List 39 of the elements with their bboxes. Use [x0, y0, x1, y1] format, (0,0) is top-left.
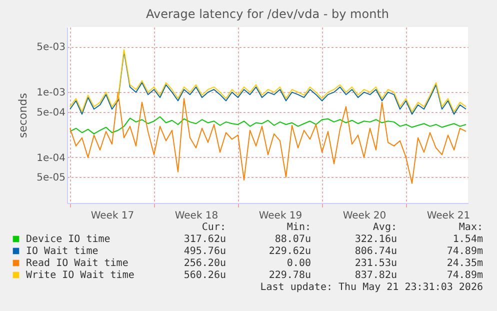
y-axis-title: seconds: [16, 92, 30, 138]
text: Cur:: [202, 222, 226, 233]
y-tick-label: 5e-03: [36, 42, 66, 54]
legend-label: IO Wait time: [26, 246, 98, 257]
line-series: [70, 92, 466, 184]
text: 495.76u: [184, 246, 226, 257]
text: 229.78u: [268, 270, 311, 281]
text: 256.20u: [184, 258, 226, 269]
x-tick-label: Week 17: [90, 210, 134, 222]
line-series: [70, 116, 466, 134]
text: 560.26u: [184, 270, 226, 281]
text: 0.00: [286, 258, 311, 269]
text: 229.62u: [268, 246, 311, 257]
text: 806.74u: [354, 246, 397, 257]
text: 74.89m: [446, 270, 483, 281]
y-tick-label: 1e-03: [36, 88, 66, 99]
y-tick-label: 1e-04: [36, 152, 66, 164]
text: 322.16u: [354, 234, 397, 245]
legend-label: Read IO Wait time: [26, 258, 128, 269]
legend-label: Device IO time: [26, 234, 110, 245]
text: 88.07u: [274, 234, 311, 245]
text: 74.89m: [446, 246, 483, 257]
text: 1.54m: [452, 234, 483, 245]
text: Last update: Thu May 21 23:31:03 2026: [260, 282, 483, 293]
y-tick-label: 5e-04: [36, 107, 66, 118]
text: Max:: [458, 222, 483, 233]
chart-title: Average latency for /dev/vda - by month: [146, 7, 389, 21]
y-tick-label: 5e-05: [36, 172, 66, 184]
x-tick-label: Week 18: [174, 210, 218, 222]
text: 231.53u: [354, 258, 397, 269]
x-tick-label: Week 19: [258, 210, 302, 222]
x-tick-label: Week 21: [426, 210, 470, 222]
x-tick-label: Week 20: [342, 210, 386, 222]
legend-label: Write IO Wait time: [26, 270, 134, 281]
text: 24.35m: [446, 258, 483, 269]
text: Min:: [286, 222, 311, 233]
text: 317.62u: [184, 234, 226, 245]
text: Avg:: [372, 222, 397, 233]
text: 837.82u: [354, 270, 397, 281]
